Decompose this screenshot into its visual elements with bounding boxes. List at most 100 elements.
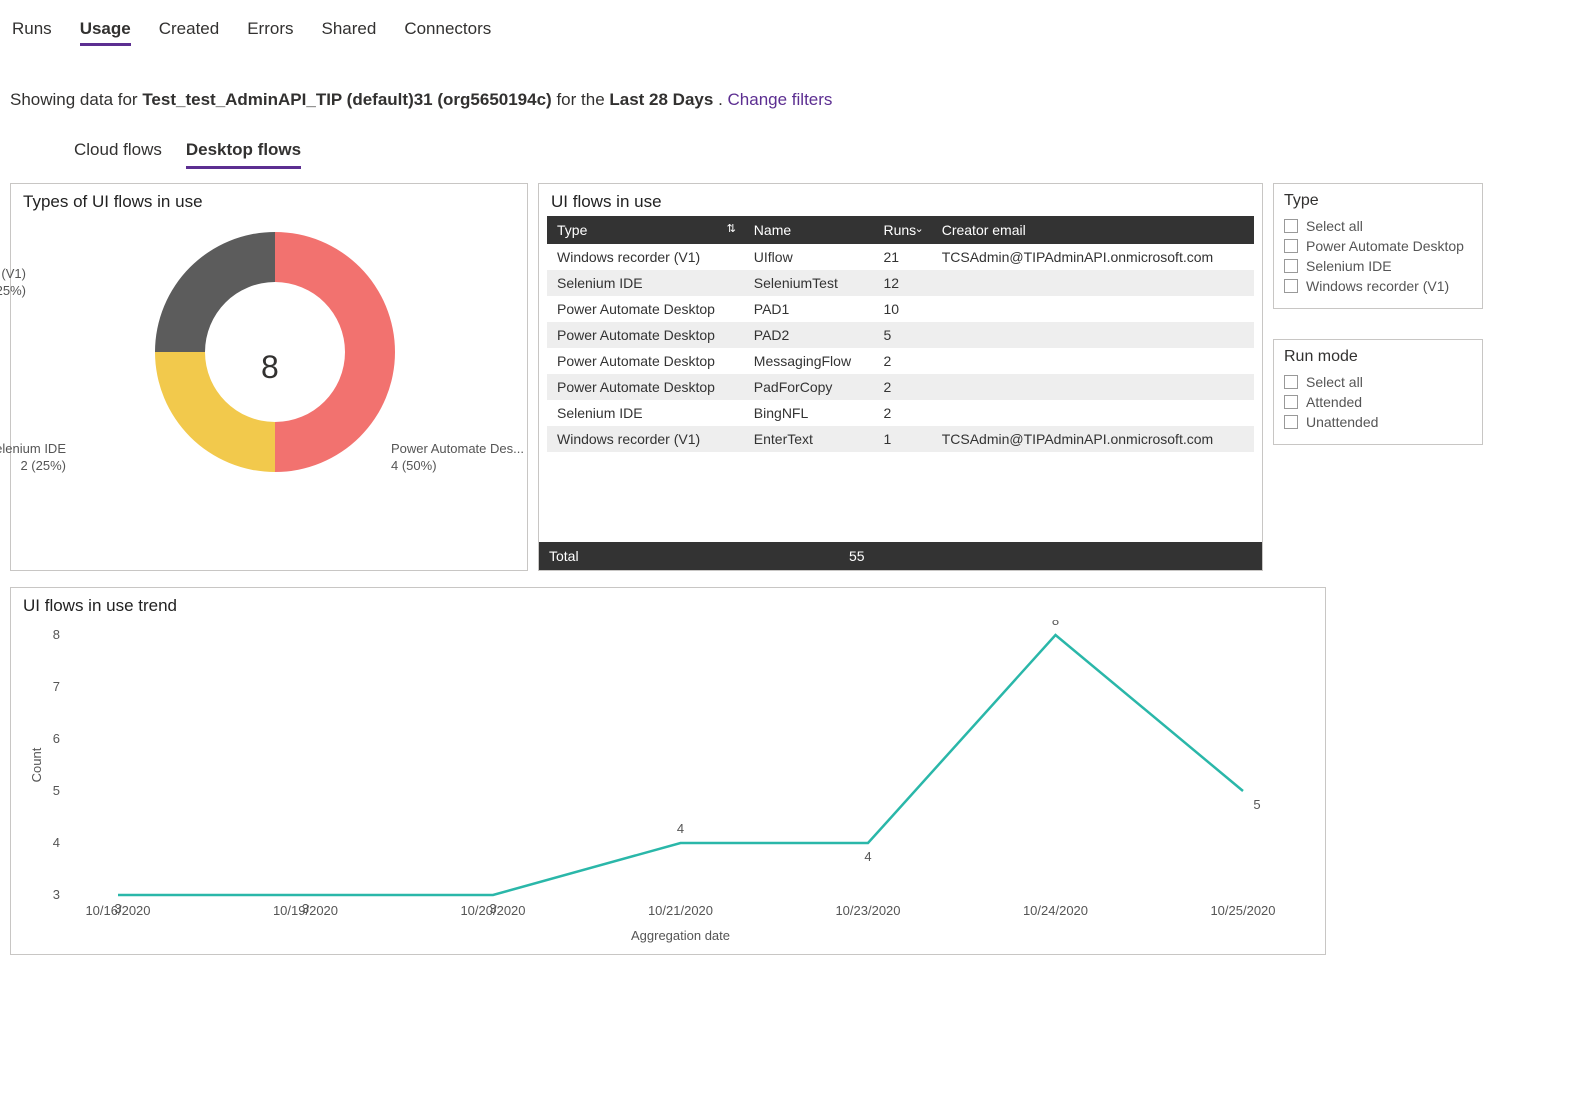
table-cell: TCSAdmin@TIPAdminAPI.onmicrosoft.com <box>932 426 1254 452</box>
x-tick-label: 10/23/2020 <box>835 903 900 918</box>
checkbox-icon[interactable] <box>1284 239 1298 253</box>
sort-icon[interactable]: ⇅ <box>727 222 736 235</box>
runmode-filter-option[interactable]: Unattended <box>1284 412 1472 432</box>
table-row[interactable]: Power Automate DesktopPAD25 <box>547 322 1254 348</box>
table-panel: UI flows in use Type⇅NameRuns⌄Creator em… <box>538 183 1263 571</box>
info-period: Last 28 Days <box>609 90 713 109</box>
table-cell: PadForCopy <box>744 374 874 400</box>
tab-connectors[interactable]: Connectors <box>404 19 491 46</box>
y-axis-title: Count <box>29 747 44 782</box>
table-row[interactable]: Power Automate DesktopPadForCopy2 <box>547 374 1254 400</box>
donut-slice-label: Power Automate Des...4 (50%) <box>391 441 531 475</box>
checkbox-icon[interactable] <box>1284 279 1298 293</box>
subtab-desktop-flows[interactable]: Desktop flows <box>186 140 301 169</box>
y-tick-label: 7 <box>53 679 60 694</box>
type-filter-option[interactable]: Selenium IDE <box>1284 256 1472 276</box>
donut-slice[interactable] <box>155 232 275 352</box>
y-tick-label: 3 <box>53 887 60 902</box>
y-tick-label: 5 <box>53 783 60 798</box>
checkbox-icon[interactable] <box>1284 259 1298 273</box>
trend-chart: 345678Count10/16/202010/19/202010/20/202… <box>23 620 1313 950</box>
donut-center-value: 8 <box>261 349 279 386</box>
donut-slice-label: Windows recorder (V1)2 (25%) <box>0 266 26 300</box>
type-filter-option[interactable]: Windows recorder (V1) <box>1284 276 1472 296</box>
runmode-filter-option[interactable]: Select all <box>1284 372 1472 392</box>
runmode-filter-option[interactable]: Attended <box>1284 392 1472 412</box>
table-cell: 10 <box>873 296 931 322</box>
table-title: UI flows in use <box>539 184 1262 216</box>
filter-column: Type Select allPower Automate DesktopSel… <box>1273 183 1483 571</box>
table-row[interactable]: Power Automate DesktopPAD110 <box>547 296 1254 322</box>
col-runs[interactable]: Runs⌄ <box>873 216 931 244</box>
donut-panel: Types of UI flows in use 8 Power Automat… <box>10 183 528 571</box>
change-filters-link[interactable]: Change filters <box>728 90 833 109</box>
x-tick-label: 10/21/2020 <box>648 903 713 918</box>
data-point-label: 5 <box>1253 797 1260 812</box>
trend-title: UI flows in use trend <box>11 588 1325 620</box>
table-row[interactable]: Windows recorder (V1)UIflow21TCSAdmin@TI… <box>547 244 1254 270</box>
donut-title: Types of UI flows in use <box>11 184 527 216</box>
type-filter-option[interactable]: Power Automate Desktop <box>1284 236 1472 256</box>
x-axis-title: Aggregation date <box>631 928 730 943</box>
table-cell <box>932 296 1254 322</box>
total-value: 55 <box>849 548 865 564</box>
donut-chart: 8 Power Automate Des...4 (50%)Selenium I… <box>11 216 527 556</box>
col-type[interactable]: Type⇅ <box>547 216 744 244</box>
checkbox-icon[interactable] <box>1284 375 1298 389</box>
table-cell: BingNFL <box>744 400 874 426</box>
data-point-label: 3 <box>489 901 496 916</box>
table-cell: SeleniumTest <box>744 270 874 296</box>
filter-option-label: Power Automate Desktop <box>1306 238 1464 254</box>
donut-slice-label: Selenium IDE2 (25%) <box>0 441 66 475</box>
y-tick-label: 6 <box>53 731 60 746</box>
info-middle: for the <box>556 90 609 109</box>
tab-usage[interactable]: Usage <box>80 19 131 46</box>
col-name[interactable]: Name <box>744 216 874 244</box>
tab-runs[interactable]: Runs <box>12 19 52 46</box>
tab-errors[interactable]: Errors <box>247 19 293 46</box>
table-cell: 2 <box>873 374 931 400</box>
total-label: Total <box>549 548 849 564</box>
table-cell: PAD1 <box>744 296 874 322</box>
main-tabs: Runs Usage Created Errors Shared Connectors <box>10 15 1575 54</box>
table-scroll: Type⇅NameRuns⌄Creator email Windows reco… <box>539 216 1262 452</box>
table-cell: 21 <box>873 244 931 270</box>
col-creator-email[interactable]: Creator email <box>932 216 1254 244</box>
table-cell: UIflow <box>744 244 874 270</box>
table-cell: Windows recorder (V1) <box>547 426 744 452</box>
table-cell: EnterText <box>744 426 874 452</box>
y-tick-label: 8 <box>53 627 60 642</box>
info-suffix: . <box>718 90 727 109</box>
type-filter-panel: Type Select allPower Automate DesktopSel… <box>1273 183 1483 309</box>
tab-created[interactable]: Created <box>159 19 219 46</box>
table-row[interactable]: Selenium IDESeleniumTest12 <box>547 270 1254 296</box>
x-tick-label: 10/25/2020 <box>1210 903 1275 918</box>
table-cell: Power Automate Desktop <box>547 296 744 322</box>
flows-table: Type⇅NameRuns⌄Creator email Windows reco… <box>547 216 1254 452</box>
table-cell: Selenium IDE <box>547 270 744 296</box>
table-cell: Windows recorder (V1) <box>547 244 744 270</box>
checkbox-icon[interactable] <box>1284 219 1298 233</box>
data-point-label: 4 <box>864 849 871 864</box>
table-row[interactable]: Power Automate DesktopMessagingFlow2 <box>547 348 1254 374</box>
table-cell: TCSAdmin@TIPAdminAPI.onmicrosoft.com <box>932 244 1254 270</box>
tab-shared[interactable]: Shared <box>321 19 376 46</box>
type-filter-option[interactable]: Select all <box>1284 216 1472 236</box>
table-cell <box>932 348 1254 374</box>
checkbox-icon[interactable] <box>1284 395 1298 409</box>
filter-option-label: Select all <box>1306 374 1363 390</box>
table-row[interactable]: Selenium IDEBingNFL2 <box>547 400 1254 426</box>
table-cell <box>932 322 1254 348</box>
subtab-cloud-flows[interactable]: Cloud flows <box>74 140 162 169</box>
sort-desc-icon[interactable]: ⌄ <box>914 222 923 235</box>
donut-slice[interactable] <box>155 352 275 472</box>
table-cell: MessagingFlow <box>744 348 874 374</box>
table-cell <box>932 374 1254 400</box>
table-header-row: Type⇅NameRuns⌄Creator email <box>547 216 1254 244</box>
trend-panel: UI flows in use trend 345678Count10/16/2… <box>10 587 1326 955</box>
checkbox-icon[interactable] <box>1284 415 1298 429</box>
table-row[interactable]: Windows recorder (V1)EnterText1TCSAdmin@… <box>547 426 1254 452</box>
donut-slice[interactable] <box>275 232 395 472</box>
sub-tabs: Cloud flows Desktop flows <box>74 140 1575 169</box>
table-cell: Power Automate Desktop <box>547 374 744 400</box>
